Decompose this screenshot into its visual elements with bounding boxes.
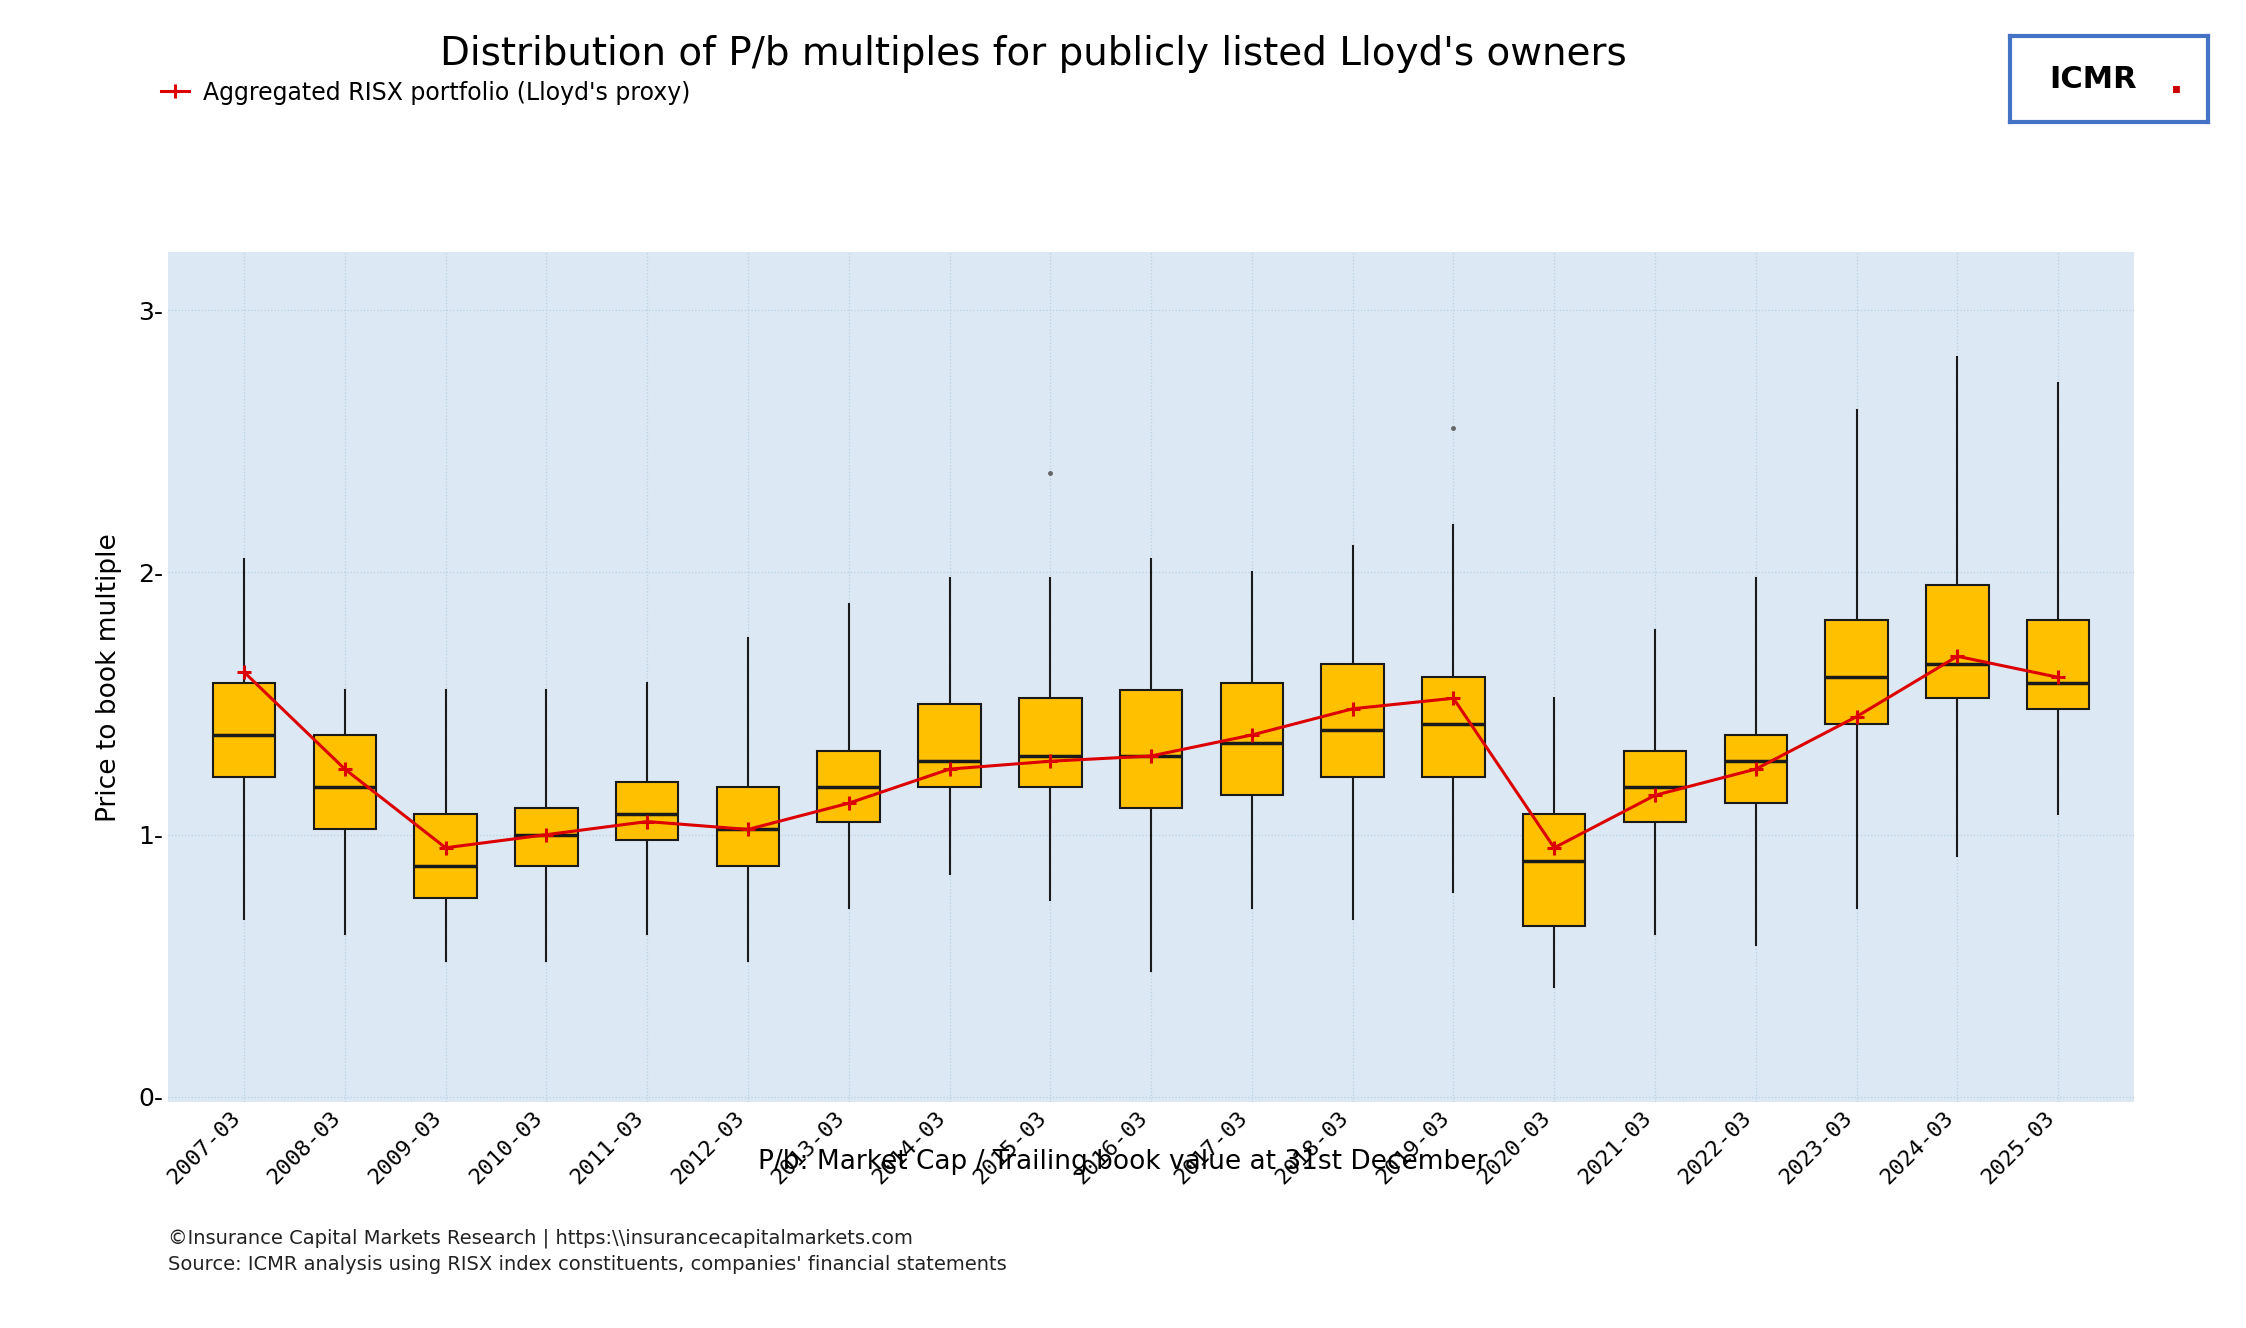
Bar xyxy=(716,788,779,866)
Bar xyxy=(1725,734,1788,803)
Bar xyxy=(818,750,880,822)
Bar xyxy=(413,814,476,898)
Bar xyxy=(1020,699,1083,788)
Bar xyxy=(919,704,982,788)
Y-axis label: Price to book multiple: Price to book multiple xyxy=(97,533,121,822)
Bar xyxy=(213,683,276,777)
Bar xyxy=(1220,683,1282,795)
Bar xyxy=(1321,664,1384,777)
Text: .: . xyxy=(2170,64,2183,101)
Text: P/b: Market Cap / Trailing book value at 31st December: P/b: Market Cap / Trailing book value at… xyxy=(759,1149,1487,1175)
Bar xyxy=(514,809,577,866)
Bar xyxy=(615,782,678,839)
Bar xyxy=(314,734,375,830)
Bar xyxy=(1624,750,1687,822)
Bar xyxy=(1121,691,1181,809)
Bar xyxy=(1927,586,1988,699)
Bar xyxy=(1523,814,1586,927)
Text: Distribution of P/b multiples for publicly listed Lloyd's owners: Distribution of P/b multiples for public… xyxy=(440,35,1626,73)
Bar xyxy=(1826,620,1889,725)
Bar xyxy=(1422,677,1485,777)
Text: ICMR: ICMR xyxy=(2048,65,2136,93)
Text: ©Insurance Capital Markets Research | https:\\insurancecapitalmarkets.com
Source: ©Insurance Capital Markets Research | ht… xyxy=(168,1228,1006,1275)
Legend: Aggregated RISX portfolio (Lloyd's proxy): Aggregated RISX portfolio (Lloyd's proxy… xyxy=(162,81,690,105)
Bar xyxy=(2026,620,2089,709)
